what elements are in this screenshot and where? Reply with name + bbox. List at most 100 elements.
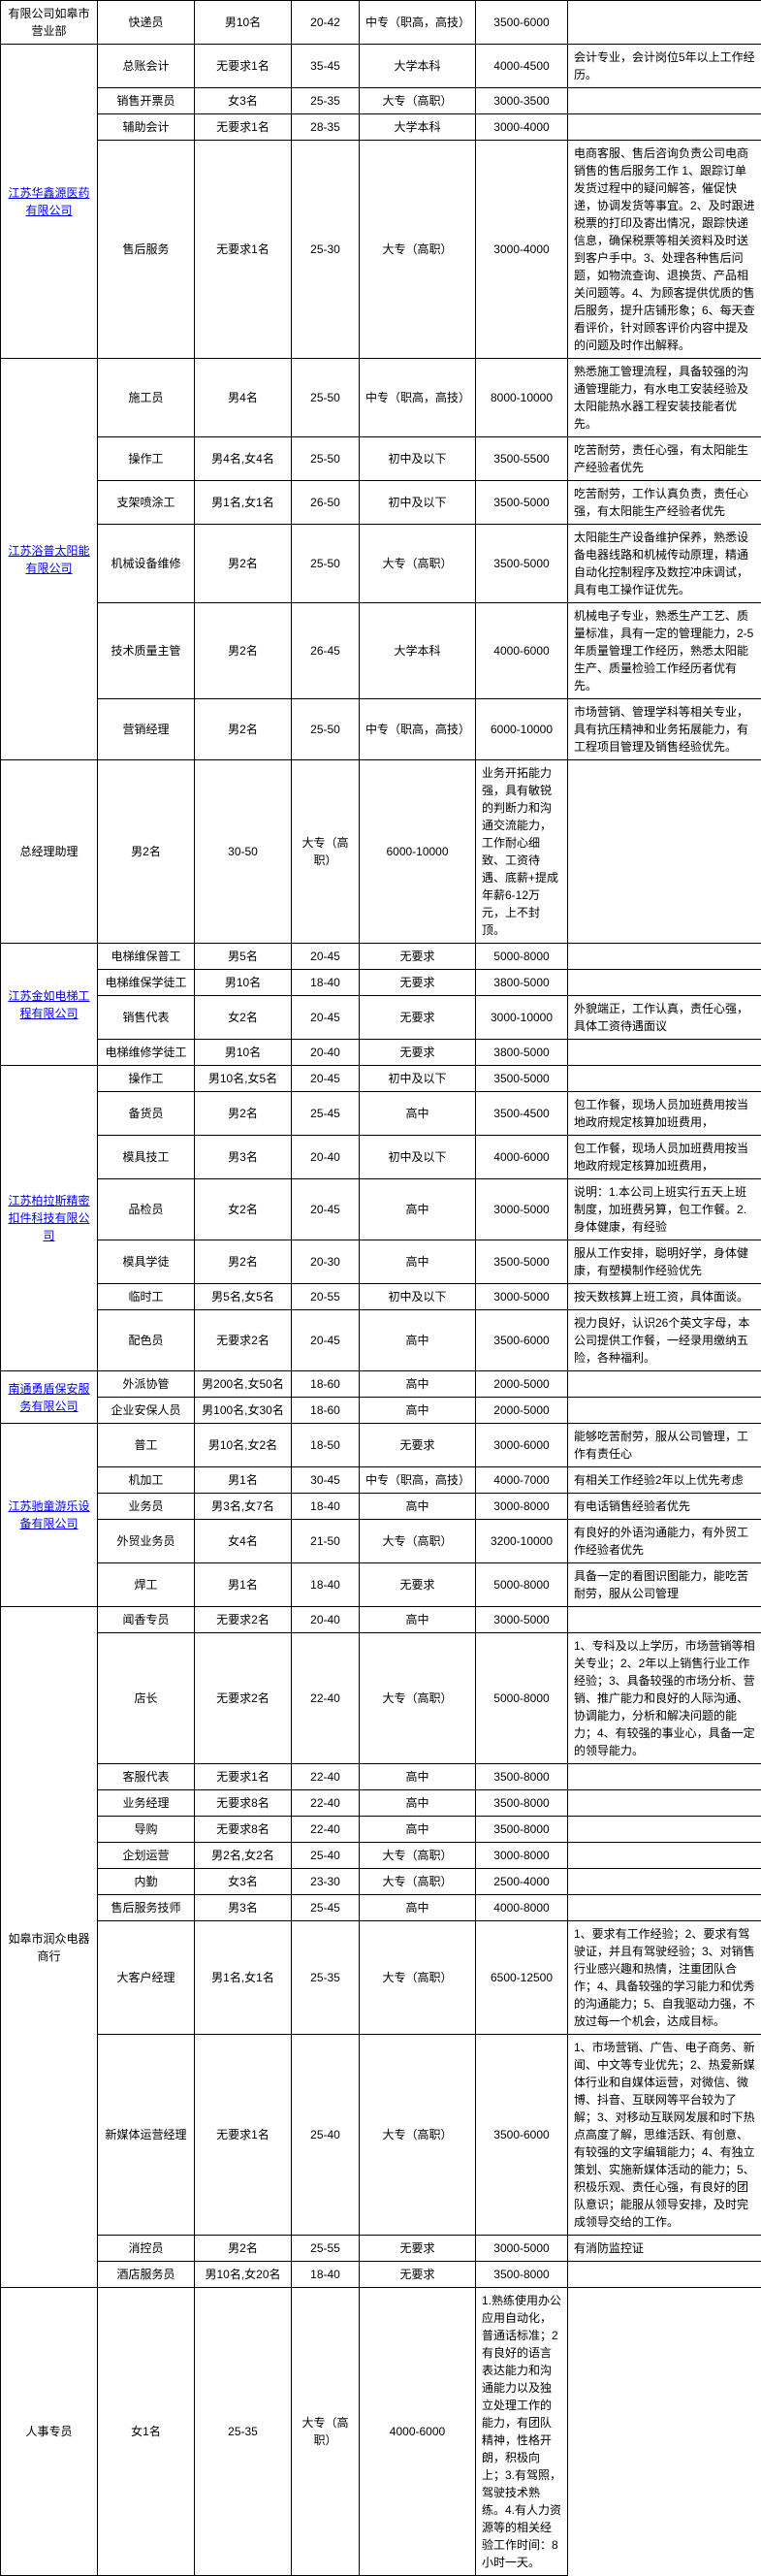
job-row: 总经理助理男2名30-50大专（高职）6000-10000业务开拓能力强，具有敏…: [1, 760, 761, 944]
company-cell: 江苏华鑫源医药有限公司: [1, 45, 98, 359]
count-cell: 男4名: [195, 359, 292, 437]
age-cell: 25-40: [292, 2035, 360, 2236]
education-cell: 初中及以下: [360, 1066, 476, 1092]
age-cell: 20-42: [292, 1, 360, 45]
count-cell: 男10名,女20名: [195, 2262, 292, 2288]
count-cell: 女1名: [98, 2288, 195, 2576]
count-cell: 男3名: [195, 1895, 292, 1921]
salary-cell: 3500-5000: [476, 1240, 568, 1284]
salary-cell: 3500-8000: [476, 1764, 568, 1790]
age-cell: 30-45: [292, 1467, 360, 1494]
count-cell: 无要求1名: [195, 1764, 292, 1790]
job-row: 江苏浴普太阳能有限公司施工员男4名25-50中专（职高，高技）8000-1000…: [1, 359, 761, 437]
count-cell: 男1名,女1名: [195, 1921, 292, 2035]
job-row: 外贸业务员女4名21-50大专（高职）3200-10000有良好的外语沟通能力，…: [1, 1520, 761, 1563]
count-cell: 男200名,女50名: [195, 1371, 292, 1398]
position-cell: 营销经理: [98, 699, 195, 760]
age-cell: 25-40: [292, 1843, 360, 1869]
job-row: 临时工男5名,女5名20-55初中及以下3000-5000按天数核算上班工资，具…: [1, 1284, 761, 1310]
salary-cell: 3500-8000: [476, 1790, 568, 1817]
remark-cell: 1、专科及以上学历，市场营销等相关专业；2、2年以上销售行业工作经验；3、具备较…: [568, 1633, 761, 1764]
job-row: 新媒体运营经理无要求1名25-40大专（高职）3500-60001、市场营销、广…: [1, 2035, 761, 2236]
count-cell: 无要求1名: [195, 45, 292, 88]
remark-cell: [568, 1895, 761, 1921]
age-cell: 20-45: [292, 1179, 360, 1240]
job-row: 销售开票员女3名25-35大专（高职）3000-3500: [1, 88, 761, 114]
salary-cell: 5000-8000: [476, 1563, 568, 1607]
job-row: 销售代表女2名20-45无要求3000-10000外貌端正，工作认真，责任心强，…: [1, 996, 761, 1040]
position-cell: 内勤: [98, 1869, 195, 1895]
salary-cell: 2000-5000: [476, 1398, 568, 1424]
remark-cell: 电商客服、售后咨询负责公司电商销售的售后服务工作 1、跟踪订单发货过程中的疑问解…: [568, 141, 761, 359]
remark-cell: [568, 1371, 761, 1398]
education-cell: 高中: [360, 1240, 476, 1284]
remark-cell: 1、市场营销、广告、电子商务、新闻、中文等专业优先；2、热爱新媒体行业和自媒体运…: [568, 2035, 761, 2236]
company-cell: 如皋市润众电器商行: [1, 1607, 98, 2288]
position-cell: 销售代表: [98, 996, 195, 1040]
age-cell: 26-50: [292, 481, 360, 525]
salary-cell: 4000-6000: [476, 1136, 568, 1179]
count-cell: 无要求1名: [195, 114, 292, 141]
remark-cell: 具备一定的看图识图能力，能吃苦耐劳，服从公司管理: [568, 1563, 761, 1607]
education-cell: 大专（高职）: [360, 525, 476, 603]
count-cell: 男10名: [195, 1, 292, 45]
company-cell: 江苏柏拉斯精密扣件科技有限公司: [1, 1066, 98, 1371]
age-cell: 20-40: [292, 1040, 360, 1066]
salary-cell: 3000-5000: [476, 1179, 568, 1240]
education-cell: 高中: [360, 1817, 476, 1843]
position-cell: 焊工: [98, 1563, 195, 1607]
position-cell: 技术质量主管: [98, 603, 195, 699]
remark-cell: [568, 970, 761, 996]
position-cell: 操作工: [98, 437, 195, 481]
education-cell: 大专（高职）: [360, 1520, 476, 1563]
position-cell: 闻香专员: [98, 1607, 195, 1633]
job-row: 模具学徒男2名20-30高中3500-5000服从工作安排，聪明好学，身体健康，…: [1, 1240, 761, 1284]
job-row: 营销经理男2名25-50中专（职高，高技）6000-10000市场营销、管理学科…: [1, 699, 761, 760]
education-cell: 大学本科: [360, 603, 476, 699]
position-cell: 客服代表: [98, 1764, 195, 1790]
job-row: 店长无要求2名22-40大专（高职）5000-80001、专科及以上学历，市场营…: [1, 1633, 761, 1764]
age-cell: 20-45: [292, 996, 360, 1040]
education-cell: 初中及以下: [360, 481, 476, 525]
remark-cell: [568, 1843, 761, 1869]
job-listing-table: 有限公司如皋市营业部快递员男10名20-42中专（职高，高技）3500-6000…: [0, 0, 761, 2576]
position-cell: 电梯维保普工: [98, 944, 195, 970]
position-cell: 业务员: [98, 1494, 195, 1520]
job-row: 企划运营男2名,女2名25-40大专（高职）3000-8000: [1, 1843, 761, 1869]
age-cell: 18-60: [292, 1371, 360, 1398]
position-cell: 销售开票员: [98, 88, 195, 114]
remark-cell: 业务开拓能力强，具有敏锐的判断力和沟通交流能力，工作耐心细致、工资待遇、底薪+提…: [476, 760, 568, 944]
count-cell: 男2名,女2名: [195, 1843, 292, 1869]
age-cell: 25-50: [292, 699, 360, 760]
job-row: 江苏金如电梯工程有限公司电梯维保普工男5名20-45无要求5000-8000: [1, 944, 761, 970]
age-cell: 18-40: [292, 1563, 360, 1607]
job-row: 机加工男1名30-45中专（职高，高技）4000-7000有相关工作经验2年以上…: [1, 1467, 761, 1494]
salary-cell: 4000-6000: [476, 603, 568, 699]
position-cell: 普工: [98, 1424, 195, 1467]
remark-cell: [568, 1790, 761, 1817]
remark-cell: 太阳能生产设备维护保养，熟悉设备电器线路和机械传动原理，精通自动化控制程序及数控…: [568, 525, 761, 603]
age-cell: 25-50: [292, 359, 360, 437]
salary-cell: 3500-8000: [476, 1817, 568, 1843]
job-row: 电梯维修学徒工男10名20-40无要求3800-5000: [1, 1040, 761, 1066]
position-cell: 人事专员: [1, 2288, 98, 2576]
job-row: 配色员无要求2名20-45高中3500-6000视力良好，认识26个英文字母，本…: [1, 1310, 761, 1371]
salary-cell: 3500-6000: [476, 2035, 568, 2236]
remark-cell: 吃苦耐劳，工作认真负责，责任心强，有太阳能生产经验者优先: [568, 481, 761, 525]
remark-cell: 视力良好，认识26个英文字母，本公司提供工作餐，一经录用缴纳五险，各种福利。: [568, 1310, 761, 1371]
job-row: 大客户经理男1名,女1名25-35大专（高职）6500-125001、要求有工作…: [1, 1921, 761, 2035]
salary-cell: 6000-10000: [476, 699, 568, 760]
count-cell: 男2名: [195, 699, 292, 760]
remark-cell: [568, 2262, 761, 2288]
job-row: 售后服务无要求1名25-30大专（高职）3000-4000电商客服、售后咨询负责…: [1, 141, 761, 359]
position-cell: 模具学徒: [98, 1240, 195, 1284]
job-row: 江苏华鑫源医药有限公司总账会计无要求1名35-45大学本科4000-4500会计…: [1, 45, 761, 88]
job-row: 江苏柏拉斯精密扣件科技有限公司操作工男10名,女5名20-45初中及以下3500…: [1, 1066, 761, 1092]
age-cell: 25-50: [292, 437, 360, 481]
job-row: 辅助会计无要求1名28-35大学本科3000-4000: [1, 114, 761, 141]
salary-cell: 3000-10000: [476, 996, 568, 1040]
age-cell: 18-40: [292, 2262, 360, 2288]
position-cell: 企划运营: [98, 1843, 195, 1869]
salary-cell: 3000-4000: [476, 114, 568, 141]
count-cell: 男10名: [195, 970, 292, 996]
